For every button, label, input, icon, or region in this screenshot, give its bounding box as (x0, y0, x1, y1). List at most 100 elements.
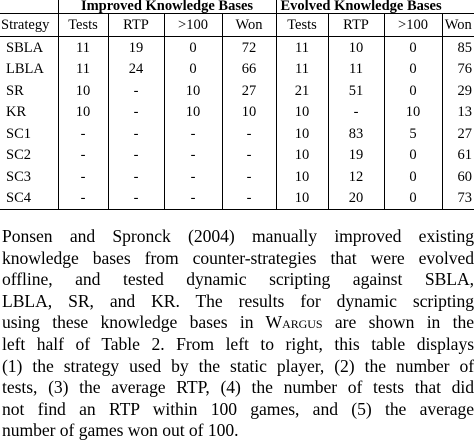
cell-improved-gt100: 0 (163, 58, 222, 80)
cell-improved-tests: 10 (57, 80, 108, 102)
paragraph-line: number of games won out of 100. (2, 420, 239, 441)
cell-improved-won: 66 (221, 58, 277, 80)
cell-evolved-gt100: 10 (383, 101, 443, 123)
paragraph-line-part: using these knowledge bases in (2, 312, 266, 333)
cell-strategy: SC2 (6, 147, 31, 163)
cell-improved-tests: - (57, 187, 108, 210)
cell-strategy: SC1 (6, 125, 31, 142)
cell-evolved-won: 61 (441, 144, 474, 166)
cell-improved-won: 72 (221, 36, 277, 59)
cell-evolved-tests: 10 (275, 144, 329, 166)
cell-evolved-won: 13 (441, 101, 474, 123)
cell-strategy: SC4 (0, 187, 58, 210)
column-header-row: Strategy Tests RTP >100 Won Tests RTP >1… (0, 13, 474, 37)
table-row: SC3 - - - - 10 12 0 60 (0, 166, 474, 188)
cell-evolved-won: 85 (441, 36, 474, 59)
cell-improved-gt100: - (163, 166, 222, 188)
cell-improved-won: - (221, 144, 277, 166)
group-header-evolved: Evolved Knowledge Bases (275, 0, 474, 14)
cell-evolved-rtp: 10 (327, 36, 385, 59)
table-row: LBLA 11 24 0 66 11 11 0 76 (0, 58, 474, 80)
cell-strategy: SC3 (6, 168, 31, 185)
cell-evolved-gt100: 0 (383, 80, 443, 102)
cell-improved-rtp: - (107, 123, 164, 145)
column-header-evolved-rtp: RTP (327, 13, 385, 37)
cell-evolved-gt100: 0 (383, 58, 443, 80)
cell-improved-gt100: - (163, 144, 222, 166)
cell-evolved-gt100: 0 (383, 36, 443, 59)
cell-strategy: SBLA (6, 39, 44, 56)
cell-evolved-tests: 10 (275, 166, 329, 188)
table-body: SBLA 11 19 0 72 11 10 0 85 LBLA 11 24 0 … (0, 36, 474, 210)
cell-improved-gt100: - (163, 123, 222, 145)
paragraph-line: Ponsen and Spronck (2004) manually impro… (2, 226, 474, 246)
cell-evolved-won: 29 (441, 80, 474, 102)
cell-improved-tests: 11 (57, 36, 108, 59)
cell-evolved-tests: 21 (275, 80, 329, 102)
cell-evolved-rtp: 19 (327, 144, 385, 166)
cell-evolved-rtp: - (327, 101, 385, 123)
paragraph-line: offline, and tested dynamic scripting ag… (2, 269, 474, 290)
table-row: SC2 - - - - 10 19 0 61 (0, 144, 474, 166)
cell-evolved-rtp: 51 (327, 80, 385, 102)
column-header-evolved-won: Won (441, 13, 474, 37)
paragraph-line: tests, (3) the average RTP, (4) the numb… (2, 377, 474, 398)
column-header-improved-won: Won (221, 13, 277, 37)
results-table-container: Improved Knowledge Bases Evolved Knowled… (0, 0, 474, 210)
cell-evolved-gt100: 0 (383, 166, 443, 188)
cell-improved-tests: - (57, 144, 108, 166)
cell-evolved-tests: 10 (275, 101, 329, 123)
cell-improved-gt100: - (163, 187, 222, 210)
cell-evolved-rtp: 20 (327, 187, 385, 210)
cell-improved-won: - (221, 187, 277, 210)
cell-improved-won: 27 (221, 80, 277, 102)
cell-evolved-tests: 11 (275, 36, 329, 59)
cell-improved-rtp: - (107, 80, 164, 102)
table-row: SR 10 - 10 27 21 51 0 29 (0, 80, 474, 102)
cell-improved-rtp: 24 (107, 58, 164, 80)
cell-strategy: SR (6, 82, 24, 99)
body-paragraph: Ponsen and Spronck (2004) manually impro… (2, 226, 474, 442)
group-header-row: Improved Knowledge Bases Evolved Knowled… (0, 0, 474, 14)
cell-improved-won: 10 (221, 101, 277, 123)
cell-improved-rtp: - (107, 101, 164, 123)
paragraph-line: knowledge bases from counter-strategies … (2, 247, 474, 268)
cell-improved-gt100: 0 (163, 36, 222, 59)
paragraph-line: not find an RTP within 100 games, and (5… (2, 398, 474, 419)
cell-improved-won: - (221, 166, 277, 188)
cell-evolved-rtp: 11 (327, 58, 385, 80)
wargus-rest: argus (282, 312, 323, 333)
column-header-improved-tests: Tests (57, 13, 108, 37)
cell-evolved-won: 73 (441, 187, 474, 210)
group-header-improved: Improved Knowledge Bases (57, 0, 277, 14)
cell-improved-tests: - (57, 123, 108, 145)
column-header-improved-gt100: >100 (163, 13, 222, 37)
paragraph-line: left half of Table 2. From left to right… (2, 333, 474, 354)
cell-improved-rtp: - (107, 144, 164, 166)
paragraph-line: LBLA, SR, and KR. The results for dynami… (2, 290, 474, 311)
cell-evolved-gt100: 5 (383, 123, 443, 145)
cell-improved-tests: - (57, 166, 108, 188)
cell-evolved-rtp: 83 (327, 123, 385, 145)
cell-improved-rtp: - (107, 187, 164, 210)
cell-improved-rtp: 19 (107, 36, 164, 59)
cell-improved-gt100: 10 (163, 101, 222, 123)
cell-evolved-won: 27 (441, 123, 474, 145)
column-header-evolved-tests: Tests (275, 13, 329, 37)
cell-evolved-gt100: 0 (383, 187, 443, 210)
wargus-initial: W (265, 312, 283, 333)
table-row: SC1 - - - - 10 83 5 27 (0, 123, 474, 145)
table-row: KR 10 - 10 10 10 - 10 13 (0, 101, 474, 123)
paragraph-line-part: are shown in the (322, 312, 474, 333)
cell-evolved-tests: 10 (275, 123, 329, 145)
cell-evolved-tests: 10 (275, 187, 329, 210)
paragraph-line: (1) the strategy used by the static play… (2, 355, 474, 376)
cell-evolved-gt100: 0 (383, 144, 443, 166)
cell-improved-tests: 11 (57, 58, 108, 80)
table-row: SBLA 11 19 0 72 11 10 0 85 (0, 36, 474, 59)
cell-evolved-tests: 11 (275, 58, 329, 80)
cell-improved-tests: 10 (57, 101, 108, 123)
cell-evolved-won: 60 (441, 166, 474, 188)
column-header-improved-rtp: RTP (107, 13, 164, 37)
column-header-evolved-gt100: >100 (383, 13, 443, 37)
